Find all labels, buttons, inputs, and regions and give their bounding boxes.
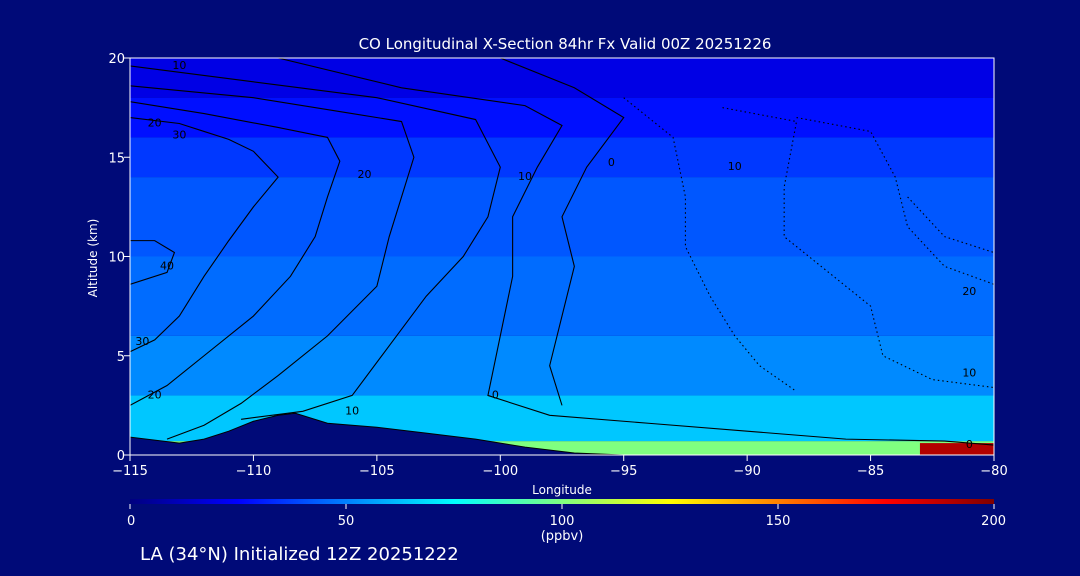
contour-label: 40 [160, 259, 174, 272]
y-tick-label: 0 [117, 449, 125, 464]
x-axis-label: Longitude [532, 483, 592, 497]
contour-labels: 10 20 30 40 30 20 20 10 0 10 0 10 20 10 0 [135, 59, 976, 451]
contour-line [623, 97, 797, 392]
plot-area: 10 20 30 40 30 20 20 10 0 10 0 10 20 10 0 [130, 58, 994, 455]
field-band [130, 335, 994, 396]
contour-line [130, 101, 341, 406]
contour-label: 20 [148, 117, 162, 130]
x-axis: −115 −110 −105 −100 −95 −90 −85 −80 [112, 455, 1008, 479]
contour-label: 10 [345, 404, 359, 417]
x-tick-label: −90 [733, 464, 760, 479]
x-tick-label: −100 [482, 464, 518, 479]
field-band [130, 137, 994, 178]
field-band [130, 256, 994, 336]
concentration-field [130, 58, 994, 455]
y-tick-label: 20 [108, 52, 125, 67]
x-tick-label: −80 [980, 464, 1007, 479]
colorbar-ticks: 0 50 100 150 200 [127, 504, 1006, 529]
y-tick-label: 5 [117, 350, 125, 365]
contour-label: 10 [962, 367, 976, 380]
x-tick-label: −105 [359, 464, 395, 479]
colorbar [130, 499, 994, 504]
colorbar-tick-label: 150 [766, 514, 791, 529]
x-tick-label: −95 [610, 464, 637, 479]
contour-line [130, 240, 176, 285]
contour-line [130, 117, 279, 353]
contour-label: 10 [728, 160, 742, 173]
colorbar-tick-label: 100 [550, 514, 575, 529]
contour-line [500, 58, 625, 406]
contour-label: 30 [135, 335, 149, 348]
terrain-layer [130, 412, 994, 455]
colorbar-tick-label: 50 [338, 514, 355, 529]
contour-label: 20 [358, 168, 372, 181]
contour-line [907, 196, 994, 254]
colorbar-tick-label: 200 [981, 514, 1006, 529]
field-band [130, 58, 994, 98]
contour-label: 10 [518, 170, 532, 183]
y-axis-label: Altitude (km) [86, 219, 100, 298]
contour-label: 0 [492, 388, 499, 401]
contour-line [130, 85, 415, 440]
contour-label: 30 [172, 128, 186, 141]
y-tick-label: 10 [108, 251, 125, 266]
contour-label: 10 [172, 59, 186, 72]
contour-lines [130, 58, 994, 446]
contour-label: 20 [962, 285, 976, 298]
surface-maximum [919, 443, 994, 455]
x-tick-label: −110 [236, 464, 272, 479]
chart-title: CO Longitudinal X-Section 84hr Fx Valid … [359, 35, 772, 53]
field-band [130, 97, 994, 138]
y-tick-label: 15 [108, 151, 125, 166]
chart-subtitle: LA (34°N) Initialized 12Z 20251222 [140, 544, 459, 565]
colorbar-units: (ppbv) [541, 529, 584, 544]
contour-label: 0 [966, 438, 973, 451]
contour-label: 20 [148, 388, 162, 401]
contour-line [130, 65, 501, 420]
contour-line [277, 58, 994, 446]
x-tick-label: −85 [857, 464, 884, 479]
x-tick-label: −115 [112, 464, 148, 479]
colorbar-tick-label: 0 [127, 514, 135, 529]
terrain [130, 412, 994, 455]
contour-label: 0 [608, 156, 615, 169]
y-axis: 0 5 10 15 20 [108, 52, 130, 464]
